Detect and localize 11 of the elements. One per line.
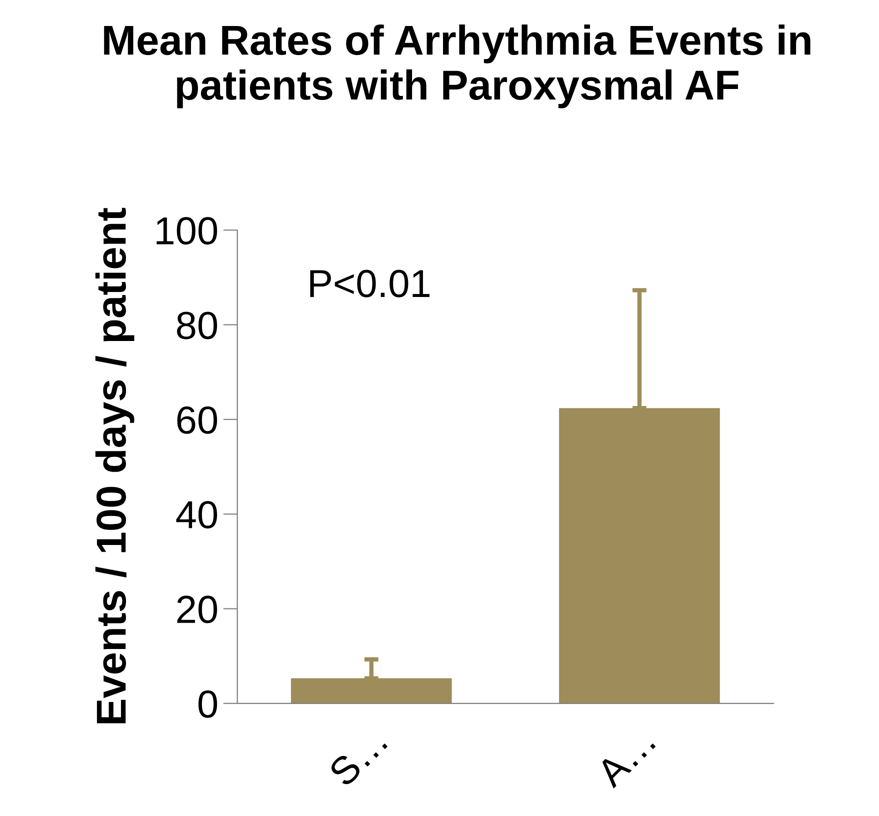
y-tick-label: 0 xyxy=(198,690,218,718)
y-tick-label: 20 xyxy=(177,596,218,624)
y-tick-label: 40 xyxy=(176,501,218,529)
y-tick-label: 80 xyxy=(177,312,218,340)
annotation: P<0.01 xyxy=(310,270,430,298)
chart-title: Mean Rates of Arrhythmia Events in patients with Paroxysmal AF xyxy=(104,24,810,108)
y-tick-label: 100 xyxy=(156,217,218,245)
y-tick-label: 60 xyxy=(177,406,218,434)
x-tick-label: A… xyxy=(594,728,656,789)
x-tick-label: S… xyxy=(328,727,388,788)
y-axis-title: Events / 100 days / patient xyxy=(95,208,134,724)
